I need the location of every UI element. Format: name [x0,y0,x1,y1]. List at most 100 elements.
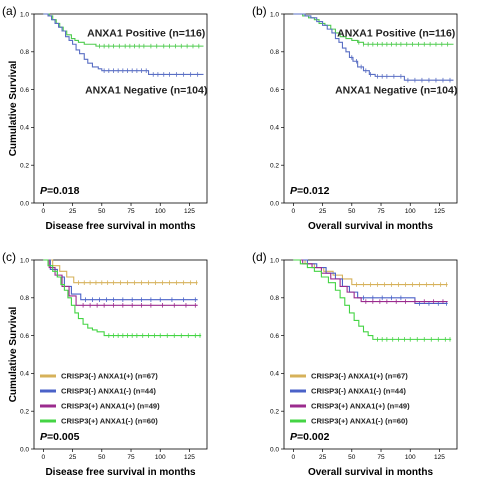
x-tick-label: 50 [348,454,356,461]
survival-curve-1 [43,259,198,284]
survival-curve-4 [43,259,202,337]
y-tick-label: 0.6 [270,87,279,94]
p-letter: P [290,431,298,443]
chart-panel-a: (a) 0.0 0.2 0.4 0.6 0.8 1.0 0 25 50 75 100 125 Diseas… [0,0,250,245]
legend-label-4: CRISP3(+) ANXA1(-) (n=60) [61,417,158,426]
plot-frame [33,13,208,204]
survival-curve-2 [43,259,198,301]
x-tick-label: 25 [69,454,77,461]
y-tick-label: 0.8 [270,295,279,302]
y-tick-label: 1.0 [20,11,29,18]
x-tick-label: 25 [319,454,327,461]
p-value: P=0.005 [40,431,80,443]
x-axis-title: Disease free survival in months [45,467,196,478]
survival-curve-3 [293,259,448,303]
legend-label-1: CRISP3(-) ANXA1(+) (n=67) [311,372,408,381]
y-axis-title: Cumulative Survival [8,306,19,402]
chart-svg-b: (b) 0.0 0.2 0.4 0.6 0.8 1.0 0 25 50 75 100 125Overal… [252,4,458,232]
panel-label: (d) [252,250,267,264]
p-letter: P [40,185,48,197]
survival-curve-3 [43,259,198,306]
panel-label: (c) [2,250,16,264]
y-axis-title: Cumulative Survival [8,60,19,156]
p-value-text: =0.002 [297,431,330,443]
y-tick-label: 0.0 [20,200,29,207]
y-tick-label: 0.6 [20,333,29,340]
legend-label-4: CRISP3(+) ANXA1(-) (n=60) [311,417,408,426]
y-tick-label: 0.8 [20,49,29,56]
legend-label-3: CRISP3(+) ANXA1(+) (n=49) [311,402,410,411]
panel-label: (a) [2,4,17,18]
x-axis-title: Overall survival in months [308,467,433,478]
x-tick-label: 25 [319,208,327,215]
y-tick-label: 0.6 [20,87,29,94]
legend-label-2: ANXA1 Negative (n=104) [335,84,457,96]
x-tick-label: 0 [42,208,46,215]
p-value: P=0.018 [40,185,80,197]
x-tick-label: 100 [155,208,166,215]
legend-label-1: ANXA1 Positive (n=116) [87,28,205,40]
chart-svg-a: (a) 0.0 0.2 0.4 0.6 0.8 1.0 0 25 50 75 100 125 Diseas… [2,4,208,232]
y-tick-label: 0.2 [270,409,279,416]
x-tick-label: 75 [127,208,135,215]
x-axis-title: Disease free survival in months [45,221,196,232]
y-tick-label: 0.4 [270,371,279,378]
x-tick-label: 125 [184,454,195,461]
x-tick-label: 100 [405,454,416,461]
x-tick-label: 50 [348,208,356,215]
x-tick-label: 0 [42,454,46,461]
legend-label-3: CRISP3(+) ANXA1(+) (n=49) [61,402,160,411]
x-tick-label: 100 [155,454,166,461]
x-tick-label: 0 [292,208,296,215]
plot-frame [33,259,208,450]
survival-curve-2 [293,259,448,305]
x-tick-label: 75 [127,454,135,461]
p-letter: P [40,431,48,443]
y-tick-label: 0.2 [270,163,279,170]
x-tick-label: 125 [184,208,195,215]
x-tick-label: 125 [434,454,445,461]
p-value-text: =0.005 [47,431,80,443]
p-letter: P [290,185,298,197]
survival-curve-4 [293,259,452,340]
y-tick-label: 0.8 [270,49,279,56]
y-tick-label: 0.0 [270,200,279,207]
x-tick-label: 125 [434,208,445,215]
x-axis-title: Overall survival in months [308,221,433,232]
y-tick-label: 1.0 [20,257,29,264]
survival-curve-2 [293,13,454,81]
plot-frame [283,13,458,204]
x-tick-label: 100 [405,208,416,215]
chart-panel-d: (d) 0.0 0.2 0.4 0.6 0.8 1.0 0 25 50 75 100 125 Overal… [250,246,500,491]
p-value: P=0.012 [290,185,330,197]
y-tick-label: 1.0 [270,11,279,18]
y-tick-label: 0.6 [270,333,279,340]
y-tick-label: 0.0 [270,446,279,453]
x-tick-label: 75 [377,454,385,461]
chart-svg-c: (c) 0.0 0.2 0.4 0.6 0.8 1.0 0 25 50 75 100 125 Diseas… [2,250,208,478]
panel-label: (b) [252,4,267,18]
y-tick-label: 0.2 [20,409,29,416]
y-tick-label: 0.4 [270,125,279,132]
x-tick-label: 0 [292,454,296,461]
chart-svg-d: (d) 0.0 0.2 0.4 0.6 0.8 1.0 0 25 50 75 100 125Overal… [252,250,458,478]
x-tick-label: 25 [69,208,77,215]
y-tick-label: 0.4 [20,125,29,132]
survival-curve-2 [43,13,204,76]
y-tick-label: 0.4 [20,371,29,378]
p-value: P=0.002 [290,431,330,443]
p-value-text: =0.018 [47,185,80,197]
chart-panel-b: (b) 0.0 0.2 0.4 0.6 0.8 1.0 0 25 50 75 100 125 Overal… [250,0,500,245]
x-tick-label: 50 [98,208,106,215]
survival-curve-1 [293,13,454,45]
y-tick-label: 0.2 [20,163,29,170]
legend-label-1: ANXA1 Positive (n=116) [337,28,455,40]
legend-label-1: CRISP3(-) ANXA1(+) (n=67) [61,372,158,381]
plot-frame [283,259,458,450]
legend-label-2: CRISP3(-) ANXA1(-) (n=44) [61,387,156,396]
y-tick-label: 1.0 [270,257,279,264]
p-value-text: =0.012 [297,185,330,197]
legend-label-2: ANXA1 Negative (n=104) [85,84,207,96]
x-tick-label: 75 [377,208,385,215]
legend-label-2: CRISP3(-) ANXA1(-) (n=44) [311,387,406,396]
